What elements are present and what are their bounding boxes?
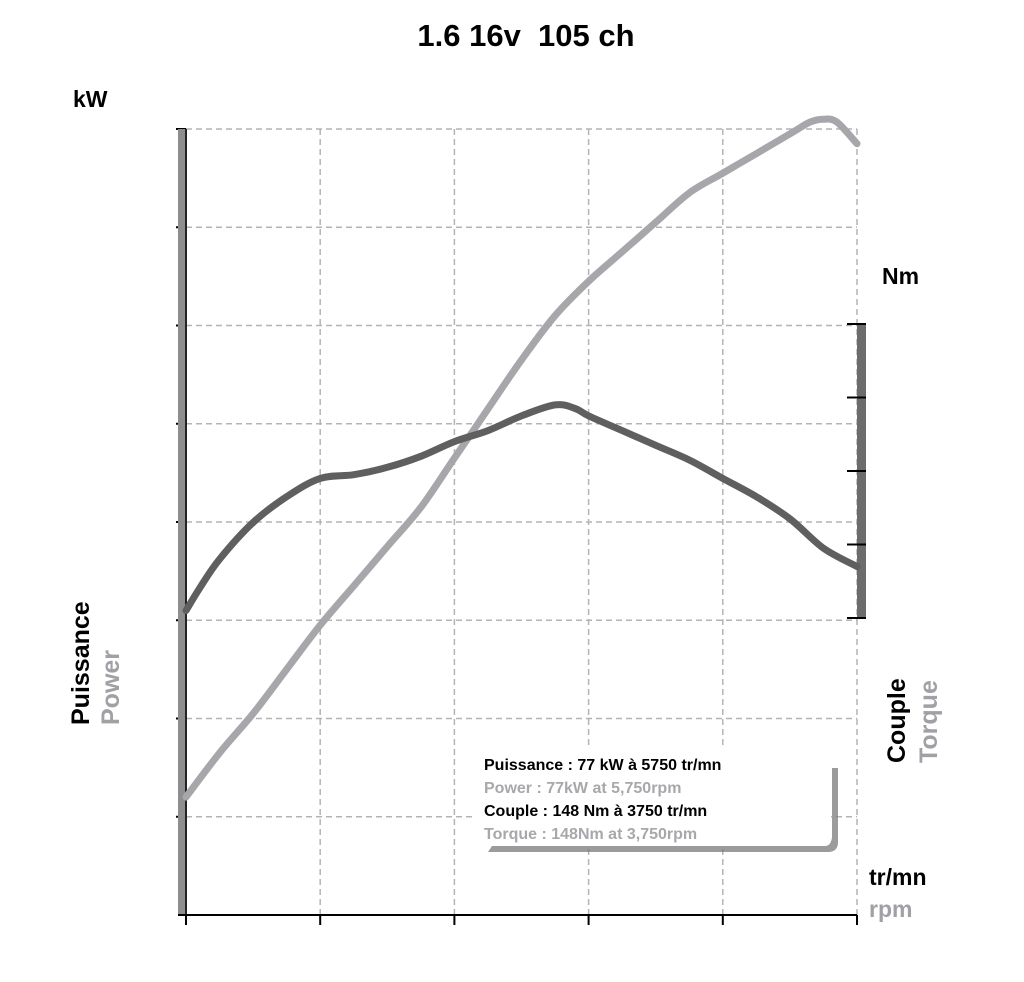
y-left-label-en: Power bbox=[97, 650, 125, 725]
power-curve bbox=[182, 115, 861, 801]
y-right-label-en: Torque bbox=[915, 680, 943, 763]
info-box: Puissance : 77 kW à 5750 tr/mn Power : 7… bbox=[476, 747, 838, 852]
info-line-power-en: Power : 77kW at 5,750rpm bbox=[484, 780, 681, 797]
chart-title: 1.6 16v 105 ch bbox=[417, 18, 634, 53]
y-left-axis-bar bbox=[178, 129, 187, 915]
x-unit-en: rpm bbox=[869, 896, 912, 922]
info-line-torque-en: Torque : 148Nm at 3,750rpm bbox=[484, 826, 697, 843]
series-lines bbox=[182, 115, 861, 801]
info-line-power-fr: Puissance : 77 kW à 5750 tr/mn bbox=[484, 757, 721, 774]
y-left-label-fr: Puissance bbox=[67, 601, 95, 725]
torque-curve bbox=[182, 401, 861, 615]
axes bbox=[176, 128, 866, 925]
info-box-panel bbox=[476, 747, 831, 846]
y-left-unit: kW bbox=[73, 86, 108, 112]
y-right-unit: Nm bbox=[882, 263, 919, 289]
x-unit-fr: tr/mn bbox=[869, 864, 927, 890]
info-line-torque-fr: Couple : 148 Nm à 3750 tr/mn bbox=[484, 803, 707, 820]
y-right-label-fr: Couple bbox=[883, 678, 911, 763]
